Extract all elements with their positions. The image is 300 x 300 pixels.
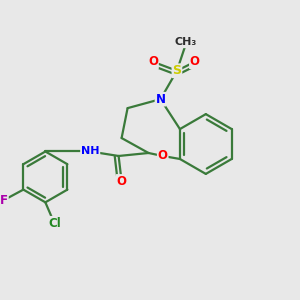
Text: N: N [155, 93, 166, 106]
Text: Cl: Cl [48, 217, 61, 230]
Text: F: F [0, 194, 8, 207]
Text: S: S [172, 64, 182, 77]
Text: O: O [190, 55, 200, 68]
Text: O: O [117, 175, 127, 188]
Text: NH: NH [81, 146, 100, 157]
Text: O: O [148, 55, 158, 68]
Text: O: O [158, 149, 168, 163]
Text: CH₃: CH₃ [175, 38, 197, 47]
